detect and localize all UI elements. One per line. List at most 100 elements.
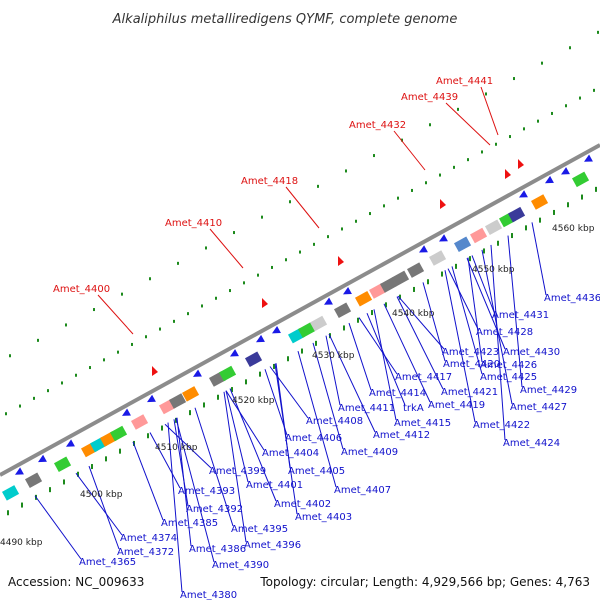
leader-line bbox=[358, 317, 398, 375]
gc-dot bbox=[37, 338, 39, 342]
gc-dot bbox=[369, 212, 371, 216]
gc-dot bbox=[553, 209, 555, 215]
leader-line bbox=[274, 363, 298, 515]
leader-line bbox=[507, 235, 523, 388]
gene-label-top[interactable]: Amet_4432 bbox=[349, 120, 406, 131]
leader-line bbox=[175, 418, 215, 563]
gene-block bbox=[169, 393, 187, 409]
gc-dot bbox=[201, 304, 203, 308]
gc-dot bbox=[77, 471, 79, 477]
gene-label-top[interactable]: Amet_4418 bbox=[241, 176, 298, 187]
leader-line bbox=[75, 472, 123, 536]
gene-label-bottom[interactable]: Amet_4431 bbox=[492, 310, 549, 321]
gene-label-bottom[interactable]: Amet_4390 bbox=[212, 560, 269, 571]
gene-label-bottom[interactable]: Amet_4380 bbox=[180, 590, 237, 600]
kbp-tick-label: 4520 kbp bbox=[232, 396, 275, 406]
gc-dot bbox=[345, 169, 347, 173]
gene-label-bottom[interactable]: Amet_4372 bbox=[117, 547, 174, 558]
gc-dot bbox=[285, 258, 287, 262]
gc-dot bbox=[271, 265, 273, 269]
marker-triangle bbox=[338, 256, 344, 266]
gc-dot bbox=[173, 319, 175, 323]
gene-label-bottom[interactable]: Amet_4430 bbox=[503, 347, 560, 358]
gene-label-bottom[interactable]: Amet_4429 bbox=[520, 385, 577, 396]
gc-skew-track bbox=[5, 30, 599, 516]
gene-label-top[interactable]: Amet_4400 bbox=[53, 284, 110, 295]
leader-line bbox=[225, 390, 249, 483]
leader-line bbox=[447, 268, 479, 330]
gene-label-bottom[interactable]: Amet_4365 bbox=[79, 557, 136, 568]
gene-label-bottom[interactable]: Amet_4427 bbox=[510, 402, 567, 413]
gene-label-bottom[interactable]: Amet_4374 bbox=[120, 533, 177, 544]
gene-label-bottom[interactable]: Amet_4386 bbox=[189, 544, 246, 555]
gene-label-bottom[interactable]: Amet_4428 bbox=[476, 327, 533, 338]
gene-label-bottom[interactable]: Amet_4405 bbox=[288, 466, 345, 477]
gene-label-bottom[interactable]: Amet_4425 bbox=[480, 372, 537, 383]
gc-dot bbox=[467, 158, 469, 162]
gc-dot bbox=[551, 111, 553, 115]
gc-dot bbox=[399, 294, 401, 300]
accession-text: Accession: NC_009633 bbox=[8, 575, 144, 589]
leader-line bbox=[297, 350, 337, 488]
gene-label-bottom[interactable]: Amet_4406 bbox=[285, 433, 342, 444]
gc-dot bbox=[203, 402, 205, 408]
gc-dot bbox=[569, 46, 571, 50]
gene-block bbox=[454, 236, 472, 253]
gene-label-top[interactable]: Amet_4441 bbox=[436, 76, 493, 87]
gc-dot bbox=[481, 150, 483, 154]
gene-label-bottom[interactable]: Amet_4403 bbox=[295, 512, 352, 523]
gc-dot bbox=[401, 138, 403, 142]
marker-triangle bbox=[518, 159, 524, 169]
gene-arrow bbox=[519, 190, 528, 198]
gene-label-bottom[interactable]: Amet_4407 bbox=[334, 485, 391, 496]
gene-label-bottom[interactable]: Amet_4426 bbox=[480, 360, 537, 371]
gene-label-top[interactable]: Amet_4410 bbox=[165, 218, 222, 229]
gc-dot bbox=[63, 479, 65, 485]
gene-label-bottom[interactable]: Amet_4417 bbox=[395, 372, 452, 383]
leader-line bbox=[480, 86, 499, 136]
gene-label-bottom[interactable]: Amet_4419 bbox=[428, 400, 485, 411]
gene-label-bottom[interactable]: Amet_4436 bbox=[544, 293, 600, 304]
gc-dot bbox=[341, 227, 343, 231]
gc-dot bbox=[93, 308, 95, 312]
gene-label-bottom[interactable]: Amet_4408 bbox=[306, 416, 363, 427]
gc-dot bbox=[217, 394, 219, 400]
gene-label-bottom[interactable]: Amet_4395 bbox=[231, 524, 288, 535]
gene-label-bottom[interactable]: Amet_4421 bbox=[441, 387, 498, 398]
gene-label-bottom[interactable]: Amet_4415 bbox=[394, 418, 451, 429]
gene-block bbox=[407, 262, 425, 278]
gc-dot bbox=[205, 246, 207, 250]
gene-label-bottom[interactable]: Amet_4396 bbox=[244, 540, 301, 551]
gene-label-bottom[interactable]: Amet_4412 bbox=[373, 430, 430, 441]
gene-label-bottom[interactable]: Amet_4399 bbox=[209, 466, 266, 477]
gene-block bbox=[334, 302, 352, 319]
leader-line bbox=[194, 407, 234, 527]
gene-label-bottom[interactable]: Amet_4414 bbox=[369, 388, 426, 399]
gene-label-bottom[interactable]: Amet_4423 bbox=[442, 347, 499, 358]
leader-line bbox=[397, 295, 445, 350]
gene-label-bottom[interactable]: Amet_4392 bbox=[186, 504, 243, 515]
gene-label-bottom[interactable]: Amet_4409 bbox=[341, 447, 398, 458]
gene-label-bottom[interactable]: Amet_4422 bbox=[473, 420, 530, 431]
leader-line bbox=[467, 257, 483, 363]
gc-dot bbox=[243, 281, 245, 285]
gc-dot bbox=[385, 302, 387, 308]
gc-dot bbox=[411, 188, 413, 192]
gene-arrow bbox=[193, 369, 202, 377]
gene-arrow bbox=[324, 297, 333, 305]
gene-label-bottom[interactable]: Amet_4393 bbox=[178, 486, 235, 497]
gene-label-bottom[interactable]: Amet_4411 bbox=[338, 403, 395, 414]
gene-track bbox=[1, 154, 593, 501]
gene-block bbox=[380, 277, 398, 293]
leader-line bbox=[269, 366, 309, 419]
gene-label-bottom[interactable]: Amet_4404 bbox=[262, 448, 319, 459]
gene-label-bottom[interactable]: trkA bbox=[403, 403, 424, 414]
gene-label-bottom[interactable]: Amet_4385 bbox=[161, 518, 218, 529]
gene-label-top[interactable]: Amet_4439 bbox=[401, 92, 458, 103]
gc-dot bbox=[495, 142, 497, 146]
gene-label-bottom[interactable]: Amet_4402 bbox=[274, 499, 331, 510]
gene-label-bottom[interactable]: Amet_4424 bbox=[503, 438, 560, 449]
gene-label-bottom[interactable]: Amet_4401 bbox=[246, 480, 303, 491]
gene-label-bottom[interactable]: Amet_4420 bbox=[443, 359, 500, 370]
leader-line bbox=[132, 441, 164, 521]
